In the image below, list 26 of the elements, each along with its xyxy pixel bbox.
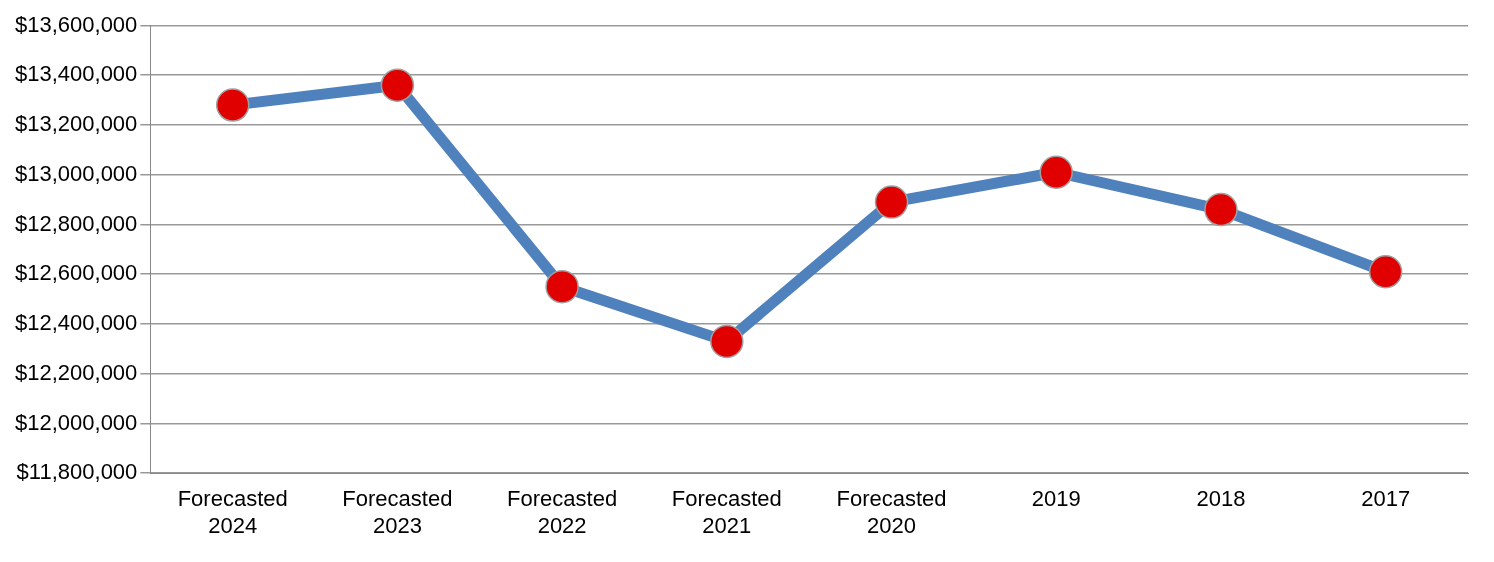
x-tick-label: Forecasted 2024	[177, 486, 288, 538]
point	[874, 185, 909, 219]
y-tick-label: $12,800,000	[15, 210, 138, 236]
y-tick-label: $13,200,000	[15, 111, 138, 137]
x-tick-label: 2017	[1361, 486, 1411, 512]
x-tick-label: 2018	[1196, 486, 1246, 512]
y-tick-label: $12,600,000	[15, 260, 138, 286]
x-tick-label: Forecasted 2022	[507, 486, 618, 538]
point	[1039, 155, 1073, 189]
x-tick-label: 2019	[1031, 486, 1081, 512]
point	[545, 269, 579, 304]
x-tick-label: Forecasted 2020	[836, 486, 947, 538]
y-tick-label: $12,000,000	[15, 409, 138, 435]
y-tick-label: $11,800,000	[16, 459, 138, 485]
x-tick-label: Forecasted 2021	[671, 486, 782, 538]
point	[710, 324, 744, 359]
y-tick-label: $13,000,000	[15, 160, 138, 186]
y-tick-label: $12,200,000	[15, 359, 138, 385]
point	[380, 68, 415, 102]
y-tick-label: $13,400,000	[15, 61, 138, 87]
point	[1368, 254, 1403, 289]
x-tick-label: Forecasted 2023	[342, 486, 453, 538]
point	[215, 88, 250, 122]
y-tick-label: $12,400,000	[15, 310, 138, 336]
point	[1204, 192, 1238, 227]
y-tick-label: $13,600,000	[15, 11, 138, 37]
